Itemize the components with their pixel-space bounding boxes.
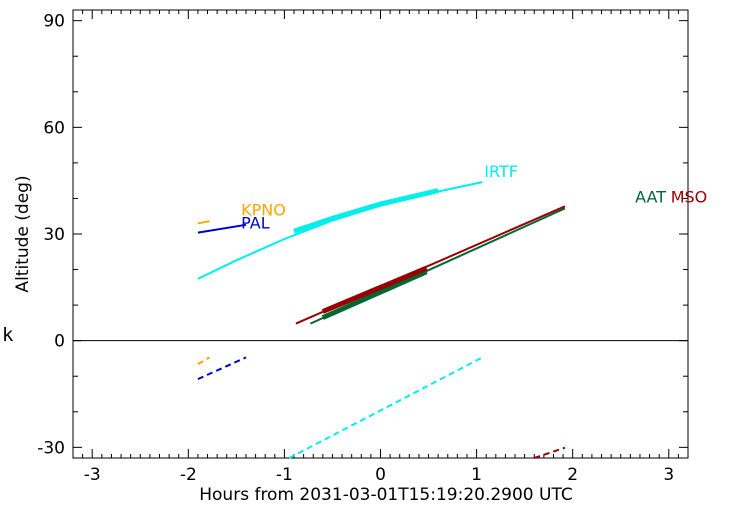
y-tick-label: -30	[37, 438, 65, 458]
kpno-altitude-line	[197, 220, 210, 225]
mso-observable-segment	[321, 265, 428, 314]
plot-frame	[72, 9, 689, 459]
y-tick-label: 0	[54, 332, 65, 352]
aat-label: AAT	[635, 188, 666, 207]
y-tick-label: 60	[43, 118, 65, 138]
y-tick-label: 90	[43, 12, 65, 32]
stray-label-k: k	[2, 324, 14, 346]
series-group	[197, 181, 566, 459]
kpno-label: KPNO	[241, 201, 286, 220]
mso-below-horizon-line	[533, 446, 566, 459]
y-axis-label: Altitude (deg)	[13, 175, 33, 292]
irtf-below-horizon-line	[288, 356, 483, 459]
pal-altitude-line	[197, 223, 247, 234]
axes: -3 -2 -1 0 1 2 3 -30 0 30 60 90	[37, 9, 689, 485]
pal-below-horizon-line	[197, 356, 247, 381]
x-tick-label: 2	[567, 465, 578, 485]
kpno-below-horizon-line	[197, 356, 211, 365]
aat-observable-segment	[321, 269, 428, 320]
x-tick-label: 0	[375, 465, 386, 485]
x-axis-label: Hours from 2031-03-01T15:19:20.2900 UTC	[199, 485, 572, 505]
mso-label: MSO	[671, 188, 708, 207]
x-tick-label: -2	[180, 465, 197, 485]
x-tick-label: 3	[663, 465, 674, 485]
x-tick-label: -1	[276, 465, 293, 485]
pal-label: PAL	[241, 214, 270, 233]
x-tick-label: -3	[84, 465, 101, 485]
irtf-observable-segment	[293, 188, 439, 234]
y-tick-label: 30	[43, 225, 65, 245]
irtf-label: IRTF	[484, 162, 518, 181]
x-tick-label: 1	[471, 465, 482, 485]
